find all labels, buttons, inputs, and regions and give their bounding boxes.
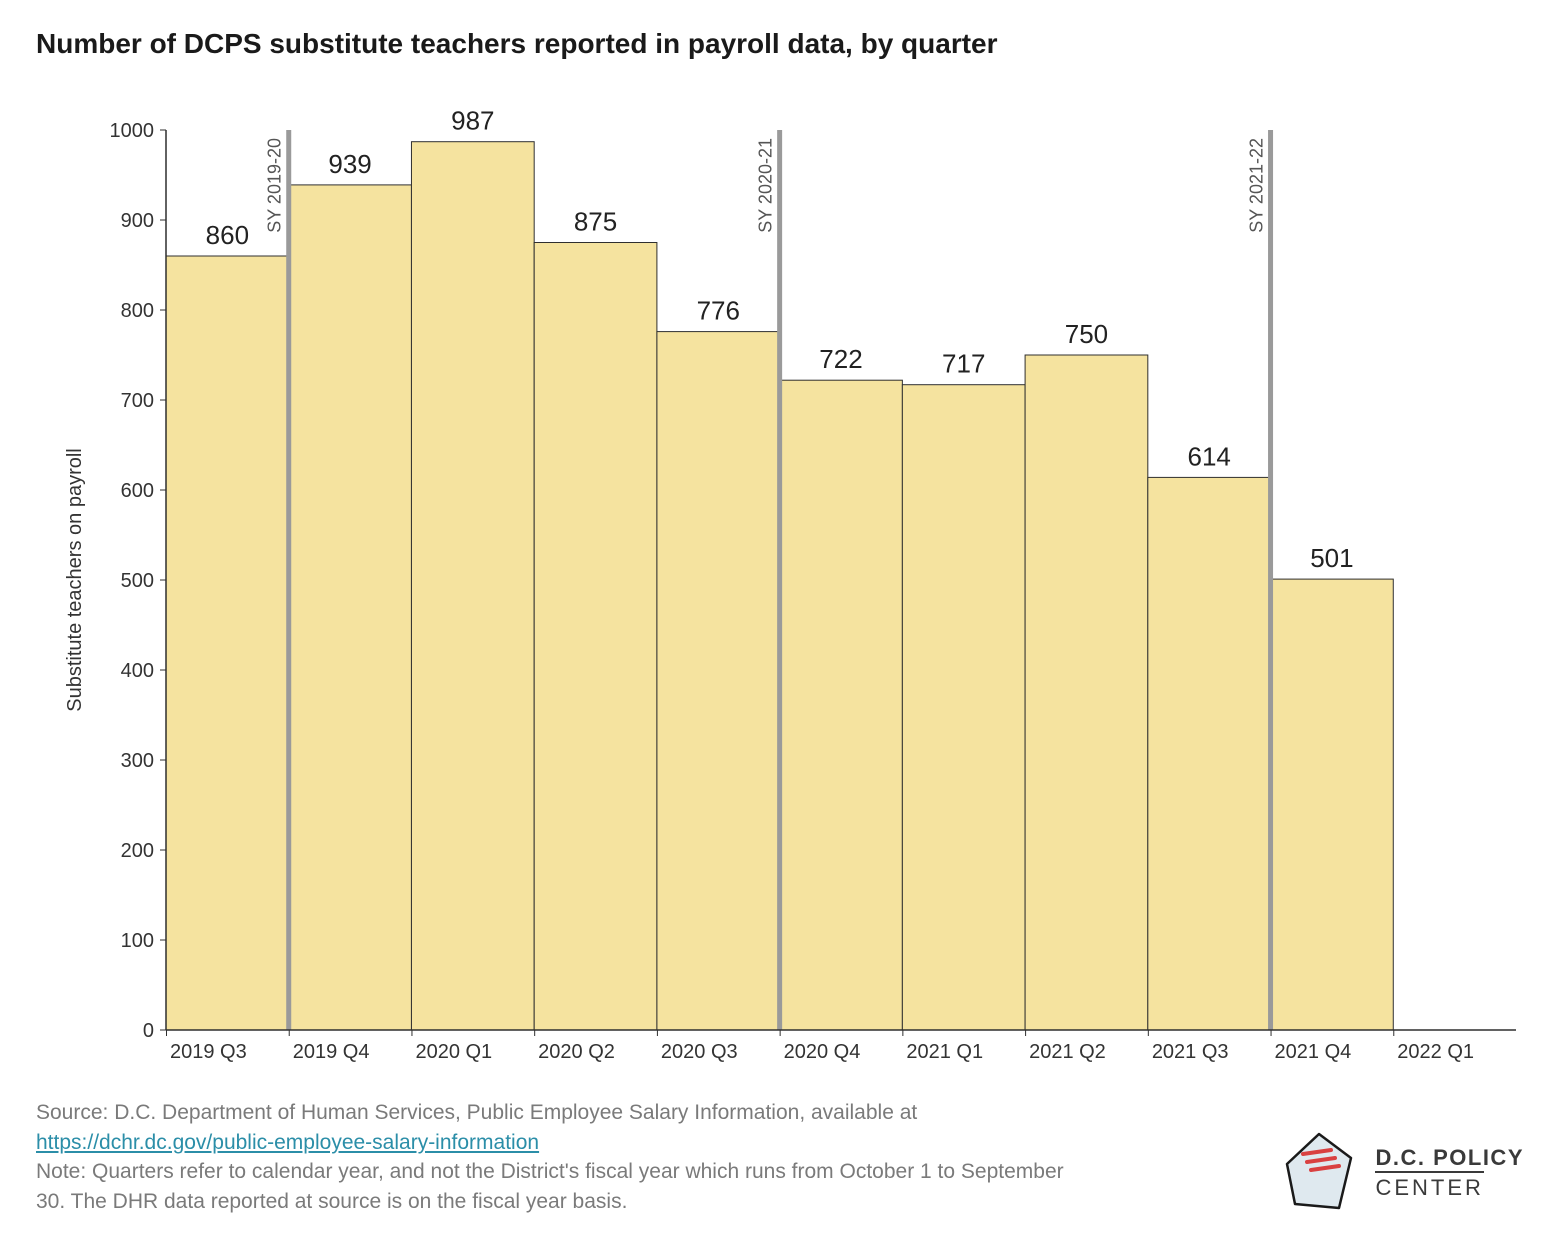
svg-text:100: 100 [121,930,154,952]
svg-text:722: 722 [819,344,862,374]
svg-text:SY 2021-22: SY 2021-22 [1247,138,1267,233]
svg-text:Substitute teachers on payroll: Substitute teachers on payroll [64,448,86,712]
logo-line2: CENTER [1375,1171,1483,1201]
svg-text:2021 Q3: 2021 Q3 [1152,1041,1229,1063]
svg-text:300: 300 [121,750,154,772]
svg-text:776: 776 [697,296,740,326]
svg-text:0: 0 [143,1020,154,1042]
svg-text:2020 Q3: 2020 Q3 [661,1041,738,1063]
svg-text:700: 700 [121,390,154,412]
footer-note: Note: Quarters refer to calendar year, a… [36,1160,1064,1212]
logo-line1: D.C. POLICY [1375,1145,1524,1171]
svg-text:2019 Q4: 2019 Q4 [293,1041,370,1063]
svg-text:939: 939 [328,149,371,179]
svg-text:500: 500 [121,570,154,592]
page: Number of DCPS substitute teachers repor… [0,0,1560,1242]
svg-text:2020 Q4: 2020 Q4 [784,1041,861,1063]
svg-text:717: 717 [942,349,985,379]
svg-text:2020 Q1: 2020 Q1 [415,1041,492,1063]
svg-text:2021 Q2: 2021 Q2 [1029,1041,1106,1063]
source-prefix: Source: D.C. Department of Human Service… [36,1101,917,1124]
svg-text:400: 400 [121,660,154,682]
svg-text:1000: 1000 [110,120,155,142]
svg-text:2021 Q4: 2021 Q4 [1275,1041,1352,1063]
logo-text: D.C. POLICY CENTER [1375,1145,1524,1202]
svg-text:200: 200 [121,840,154,862]
footer-text: Source: D.C. Department of Human Service… [36,1098,1096,1216]
svg-text:2019 Q3: 2019 Q3 [170,1041,247,1063]
footer: Source: D.C. Department of Human Service… [36,1098,1524,1216]
svg-text:SY 2020-21: SY 2020-21 [756,138,776,233]
svg-text:501: 501 [1310,543,1353,573]
svg-text:2022 Q1: 2022 Q1 [1397,1041,1474,1063]
svg-text:800: 800 [121,300,154,322]
svg-text:2020 Q2: 2020 Q2 [538,1041,615,1063]
svg-text:SY 2019-20: SY 2019-20 [265,138,285,233]
svg-text:900: 900 [121,210,154,232]
svg-text:875: 875 [574,207,617,237]
svg-text:860: 860 [206,220,249,250]
logo: D.C. POLICY CENTER [1281,1130,1524,1216]
logo-icon [1281,1130,1359,1216]
svg-text:750: 750 [1065,319,1108,349]
source-link[interactable]: https://dchr.dc.gov/public-employee-sala… [36,1131,539,1154]
chart-title: Number of DCPS substitute teachers repor… [36,28,1524,60]
chart-container: 0 100 200 300 400 500 600 700 800 900 1000 Substitu… [36,70,1526,1090]
bar-chart: 0 100 200 300 400 500 600 700 800 900 1000 Substitu… [36,70,1526,1080]
svg-text:2021 Q1: 2021 Q1 [906,1041,983,1063]
svg-text:614: 614 [1187,441,1230,471]
svg-text:600: 600 [121,480,154,502]
svg-text:987: 987 [451,106,494,136]
